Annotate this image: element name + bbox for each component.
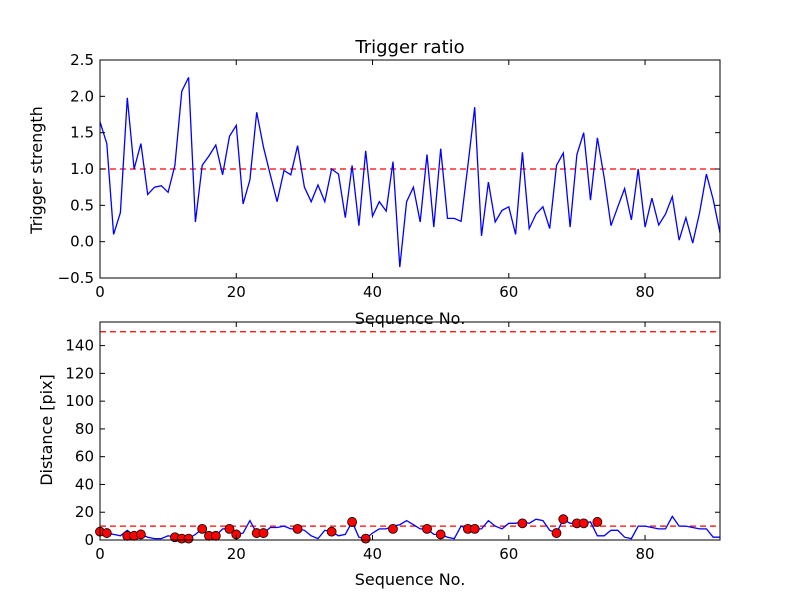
y-tick-label: 40	[75, 475, 94, 493]
data-point	[517, 518, 528, 529]
chart-trigger-ratio: Trigger ratio Sequence No. Trigger stren…	[27, 37, 721, 328]
y-tick-label: 100	[65, 392, 94, 410]
data-point	[558, 514, 569, 525]
y-tick-label: 80	[75, 420, 94, 438]
y-tick-label: 60	[75, 448, 94, 466]
data-point	[210, 530, 221, 541]
y-tick-label: 1.5	[70, 124, 94, 142]
x-tick-label: 0	[95, 545, 105, 563]
x-tick-label: 60	[499, 545, 518, 563]
y-tick-label: 0.0	[70, 233, 94, 251]
data-point	[224, 523, 235, 534]
data-point	[422, 523, 432, 534]
data-point	[388, 523, 398, 534]
y-tick-label: 0.5	[70, 196, 94, 214]
x-tick-label: 20	[227, 283, 246, 301]
x-tick-label: 40	[363, 283, 382, 301]
data-point	[292, 523, 303, 534]
data-point	[135, 529, 146, 540]
data-point	[258, 528, 269, 538]
y-tick-label: 120	[65, 364, 94, 382]
data-point	[578, 518, 589, 529]
y-axis-label: Trigger strength	[27, 106, 46, 235]
chart-title: Trigger ratio	[354, 37, 464, 58]
y-tick-label: 2.5	[70, 51, 94, 69]
data-point	[183, 533, 194, 544]
data-point	[326, 526, 337, 537]
x-tick-label: 20	[227, 545, 246, 563]
y-axis-label: Distance [pix]	[37, 374, 56, 486]
data-point	[101, 528, 112, 538]
data-point	[551, 528, 562, 538]
x-tick-label: 40	[363, 545, 382, 563]
data-point	[197, 523, 208, 534]
x-axis-label: Sequence No.	[355, 570, 466, 589]
y-tick-label: 20	[75, 503, 94, 521]
y-tick-label: 140	[65, 337, 94, 355]
data-point	[347, 517, 357, 527]
x-tick-label: 80	[636, 545, 655, 563]
x-tick-label: 0	[95, 283, 105, 301]
data-point	[435, 529, 446, 540]
x-tick-label: 60	[499, 283, 518, 301]
series-line-0	[99, 77, 721, 268]
data-point	[360, 533, 371, 544]
y-tick-label: 1.0	[70, 160, 94, 178]
x-tick-label: 80	[636, 283, 655, 301]
data-point	[469, 523, 480, 534]
y-tick-label: −0.5	[58, 269, 94, 287]
chart-distance: Sequence No. Distance [pix] 0 20 40 60 80 0 20…	[37, 321, 721, 589]
plot-frame	[99, 321, 721, 541]
y-tick-label: 2.0	[70, 87, 94, 105]
y-tick-label: 0	[84, 531, 94, 549]
data-point	[592, 517, 603, 527]
x-axis-label: Sequence No.	[355, 309, 466, 328]
